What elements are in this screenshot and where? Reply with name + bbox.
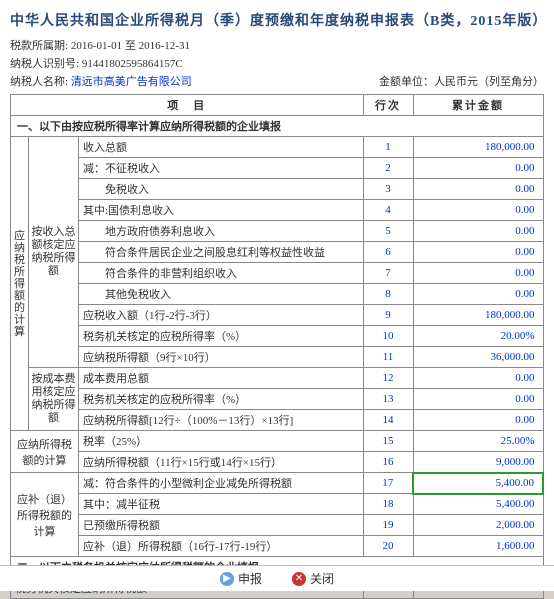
row-amt[interactable]: 0.00 <box>413 263 543 284</box>
row-amt[interactable]: 1,600.00 <box>413 536 543 557</box>
row-amt-highlight[interactable]: 5,400.00 <box>413 473 543 494</box>
close-button[interactable]: ✕ 关闭 <box>292 570 334 587</box>
row-num: 20 <box>363 536 413 557</box>
row-label: 减：不征税收入 <box>79 158 364 179</box>
row-label: 应纳所得税额（11行×15行或14行×15行） <box>79 452 364 473</box>
th-amt: 累计金额 <box>413 95 543 116</box>
submit-icon: ▶ <box>220 572 234 586</box>
row-amt[interactable]: 0.00 <box>413 284 543 305</box>
row-amt[interactable]: 0.00 <box>413 179 543 200</box>
row-label: 地方政府债券利息收入 <box>79 221 364 242</box>
row-label: 符合条件居民企业之间股息红利等权益性收益 <box>79 242 364 263</box>
row-num: 17 <box>363 473 413 494</box>
row-num: 10 <box>363 326 413 347</box>
row-amt[interactable]: 5,400.00 <box>413 494 543 515</box>
tax-calc-label: 应纳所得税额的计算 <box>11 431 79 473</box>
row-amt[interactable]: 36,000.00 <box>413 347 543 368</box>
close-label: 关闭 <box>310 570 334 587</box>
row-num: 9 <box>363 305 413 326</box>
id-label: 纳税人识别号: <box>10 58 79 70</box>
row-amt[interactable]: 0.00 <box>413 242 543 263</box>
row-num: 4 <box>363 200 413 221</box>
row-label: 应税收入额（1行-2行-3行） <box>79 305 364 326</box>
row-label: 减：符合条件的小型微利企业减免所得税额 <box>79 473 364 494</box>
row-num: 3 <box>363 179 413 200</box>
row-label: 其中：减半征税 <box>79 494 364 515</box>
row-amt[interactable]: 2,000.00 <box>413 515 543 536</box>
row-num: 1 <box>363 137 413 158</box>
row-num: 2 <box>363 158 413 179</box>
period-label: 税款所属期: <box>10 40 68 52</box>
period-sep: 至 <box>125 40 139 52</box>
period-to: 2016-12-31 <box>139 40 190 52</box>
row-label: 税务机关核定的应税所得率（%） <box>79 389 364 410</box>
row-amt[interactable]: 0.00 <box>413 158 543 179</box>
row-num: 14 <box>363 410 413 431</box>
table-header-row: 项 目 行次 累计金额 <box>11 95 544 116</box>
row-num: 18 <box>363 494 413 515</box>
row-amt[interactable]: 20.00% <box>413 326 543 347</box>
row-label: 税率（25%） <box>79 431 364 452</box>
submit-button[interactable]: ▶ 申报 <box>220 570 262 587</box>
row-num: 16 <box>363 452 413 473</box>
meta-name: 纳税人名称: 清远市高美广告有限公司 金额单位：人民币元（列至角分） <box>10 74 544 90</box>
row-label: 成本费用总额 <box>79 368 364 389</box>
page-title: 中华人民共和国企业所得税月（季）度预缴和年度纳税申报表（B类，2015年版） <box>10 10 544 30</box>
row-label: 应纳税所得额[12行÷（100%－13行）×13行] <box>79 410 364 431</box>
row-amt[interactable]: 180,000.00 <box>413 137 543 158</box>
tax-table: 项 目 行次 累计金额 一、以下由按应税所得率计算应纳所得税额的企业填报 应纳税… <box>10 94 544 599</box>
row-label: 已预缴所得税额 <box>79 515 364 536</box>
row-label: 税务机关核定的应税所得率（%） <box>79 326 364 347</box>
by-income-label: 按收入总额核定应纳税所得额 <box>29 137 79 368</box>
close-icon: ✕ <box>292 572 306 586</box>
unit-label: 金额单位：人民币元（列至角分） <box>379 74 544 90</box>
row-label: 其中:国债利息收入 <box>79 200 364 221</box>
meta-period: 税款所属期: 2016-01-01 至 2016-12-31 <box>10 38 544 54</box>
footer-toolbar: ▶ 申报 ✕ 关闭 <box>0 565 554 591</box>
row-label: 应补（退）所得税额（16行-17行-19行） <box>79 536 364 557</box>
row-amt[interactable]: 0.00 <box>413 410 543 431</box>
th-item: 项 目 <box>11 95 364 116</box>
row-amt[interactable]: 25.00% <box>413 431 543 452</box>
row-amt[interactable]: 0.00 <box>413 368 543 389</box>
section1-header: 一、以下由按应税所得率计算应纳所得税额的企业填报 <box>11 116 544 137</box>
name-label: 纳税人名称: <box>10 76 68 88</box>
row-label: 免税收入 <box>79 179 364 200</box>
row-num: 19 <box>363 515 413 536</box>
id-value: 91441802595864157C <box>82 58 183 70</box>
name-value: 清远市高美广告有限公司 <box>71 76 192 88</box>
row-amt[interactable]: 0.00 <box>413 221 543 242</box>
row-num: 6 <box>363 242 413 263</box>
row-num: 11 <box>363 347 413 368</box>
row-amt[interactable]: 180,000.00 <box>413 305 543 326</box>
row-num: 13 <box>363 389 413 410</box>
meta-id: 纳税人识别号: 91441802595864157C <box>10 56 544 72</box>
row-amt[interactable]: 0.00 <box>413 389 543 410</box>
row-num: 5 <box>363 221 413 242</box>
row-amt[interactable]: 0.00 <box>413 200 543 221</box>
row-label: 符合条件的非营利组织收入 <box>79 263 364 284</box>
period-from: 2016-01-01 <box>71 40 122 52</box>
row-label: 收入总额 <box>79 137 364 158</box>
refund-calc-label: 应补（退）所得税额的计算 <box>11 473 79 557</box>
by-cost-label: 按成本费用核定应纳税所得额 <box>29 368 79 431</box>
row-label: 应纳税所得额（9行×10行） <box>79 347 364 368</box>
calc-label: 应纳税所得额的计算 <box>11 137 29 431</box>
row-amt[interactable]: 9,000.00 <box>413 452 543 473</box>
row-label: 其他免税收入 <box>79 284 364 305</box>
submit-label: 申报 <box>238 570 262 587</box>
row-num: 12 <box>363 368 413 389</box>
row-num: 7 <box>363 263 413 284</box>
th-row: 行次 <box>363 95 413 116</box>
row-num: 8 <box>363 284 413 305</box>
row-num: 15 <box>363 431 413 452</box>
